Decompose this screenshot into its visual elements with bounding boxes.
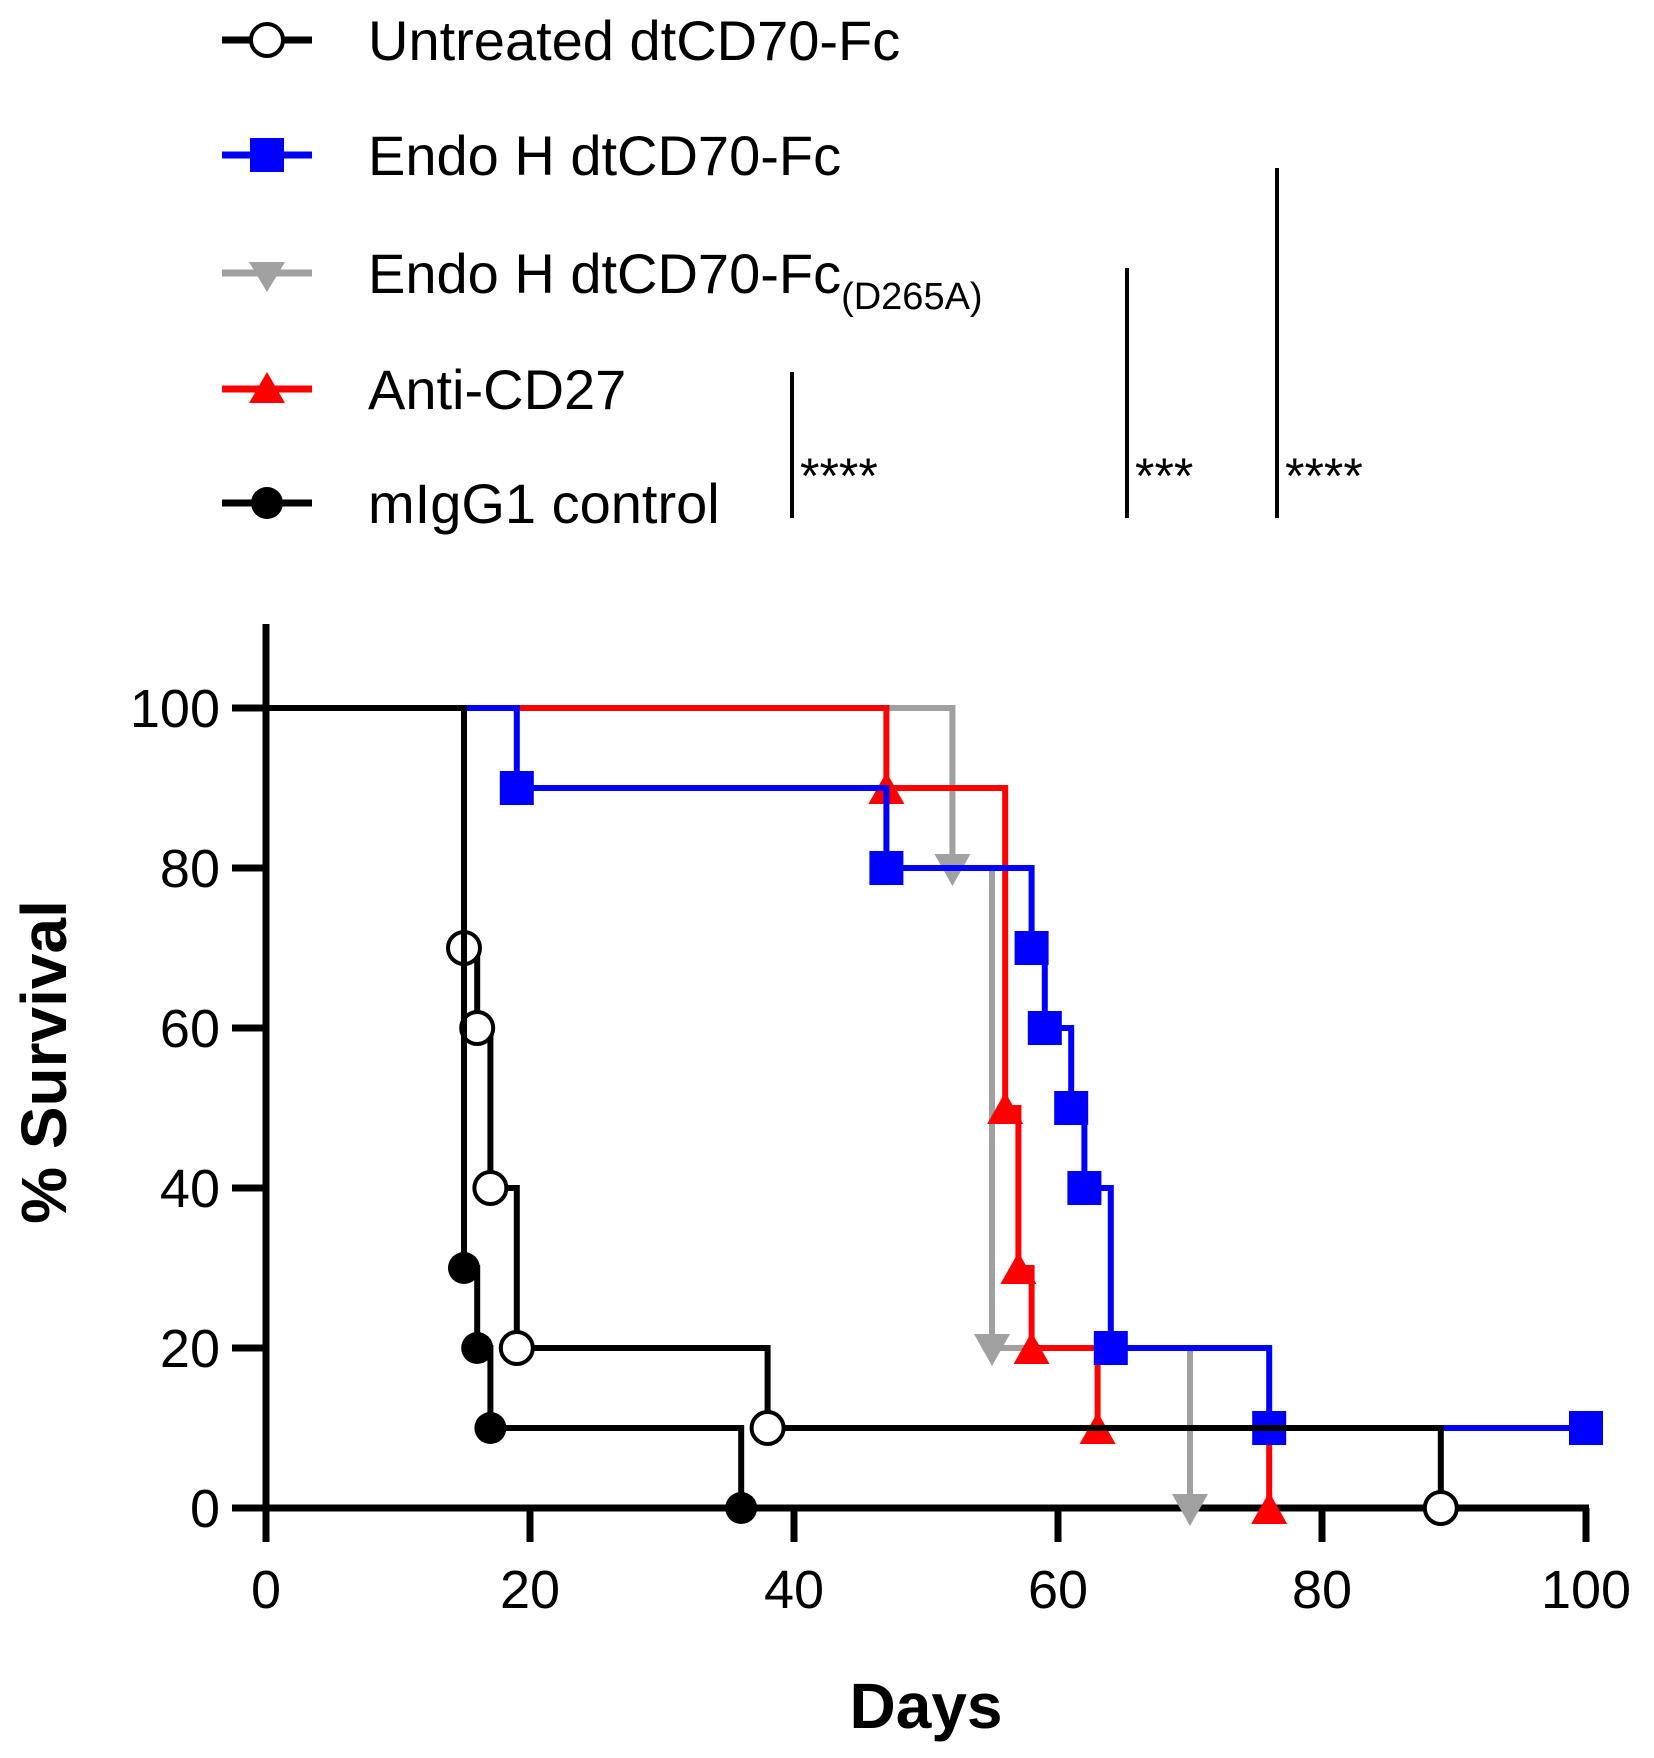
x-tick-label: 20: [500, 1560, 560, 1620]
legend-entry-anti-cd27: Anti-CD27: [222, 358, 626, 421]
data-point-marker: [474, 1412, 507, 1444]
data-point-marker: [1422, 1490, 1459, 1526]
data-point-marker: [987, 1092, 1024, 1124]
series-4: [266, 705, 758, 1524]
significance-label-3: ****: [1285, 448, 1363, 504]
y-tick-label: 40: [160, 1159, 220, 1219]
data-point-marker: [1013, 1332, 1050, 1364]
legend-marker-filled-circle: [251, 487, 283, 519]
data-point-marker: [1027, 1011, 1062, 1045]
data-point-marker: [1251, 1492, 1288, 1524]
legend-entry-untreated: Untreated dtCD70-Fc: [222, 9, 900, 72]
data-point-marker: [1067, 1171, 1102, 1205]
series-layer: [266, 705, 1603, 1526]
data-point-marker: [869, 851, 904, 885]
legend-entry-endoh-d265a: Endo H dtCD70-Fc(D265A): [222, 242, 983, 318]
data-point-marker: [1014, 931, 1049, 965]
data-point-marker: [461, 1332, 494, 1364]
data-point-marker: [1569, 1411, 1603, 1445]
x-tick-label: 100: [1541, 1560, 1631, 1620]
data-point-marker: [1093, 1331, 1128, 1365]
series-line: [266, 705, 1193, 1508]
x-tick-label: 60: [1028, 1560, 1088, 1620]
y-tick-label: 60: [160, 999, 220, 1059]
data-point-marker: [1000, 1252, 1037, 1284]
legend-marker-triangle-up: [249, 372, 285, 403]
legend: Untreated dtCD70-Fc Endo H dtCD70-Fc End…: [222, 9, 983, 535]
y-tick-label: 20: [160, 1319, 220, 1379]
legend-label-endoh-d265a-subscript: (D265A): [841, 276, 983, 318]
x-tick-label: 80: [1292, 1560, 1352, 1620]
legend-marker-square: [250, 138, 284, 172]
x-tick-label: 40: [764, 1560, 824, 1620]
series-line: [266, 705, 1444, 1508]
legend-label-anti-cd27: Anti-CD27: [368, 358, 626, 421]
legend-entry-migg1: mIgG1 control: [222, 472, 720, 535]
legend-label-migg1: mIgG1 control: [368, 472, 720, 535]
data-point-marker: [448, 1252, 480, 1284]
significance-label-2: ***: [1135, 448, 1193, 504]
y-tick-label: 0: [190, 1479, 220, 1539]
significance-brackets: **** *** ****: [790, 168, 1363, 518]
legend-marker-open-circle: [249, 22, 285, 58]
y-tick-label: 100: [130, 679, 220, 739]
legend-label-endoh-d265a-main: Endo H dtCD70-Fc: [368, 242, 841, 305]
x-tick-label: 0: [251, 1560, 281, 1620]
legend-label-untreated: Untreated dtCD70-Fc: [368, 9, 900, 72]
series-3: [266, 705, 1288, 1524]
axes: 0 20 40 60 80 100 0 20 40 60 80 100: [130, 624, 1631, 1620]
legend-marker-triangle-down: [249, 262, 285, 292]
data-point-marker: [1172, 1494, 1208, 1526]
data-point-marker: [472, 1170, 509, 1206]
x-axis-title: Days: [850, 1670, 1003, 1742]
data-point-marker: [1054, 1091, 1089, 1125]
legend-entry-endoh: Endo H dtCD70-Fc: [222, 124, 841, 187]
series-0: [266, 705, 1459, 1526]
y-tick-label: 80: [160, 839, 220, 899]
data-point-marker: [974, 1334, 1010, 1366]
series-line: [266, 705, 745, 1508]
data-point-marker: [725, 1492, 758, 1524]
y-axis-title: % Survival: [8, 900, 80, 1224]
legend-label-endoh-d265a: Endo H dtCD70-Fc(D265A): [368, 242, 983, 318]
data-point-marker: [499, 771, 534, 805]
data-point-marker: [749, 1410, 786, 1446]
significance-label-1: ****: [800, 448, 878, 504]
legend-label-endoh: Endo H dtCD70-Fc: [368, 124, 841, 187]
data-point-marker: [498, 1330, 535, 1366]
